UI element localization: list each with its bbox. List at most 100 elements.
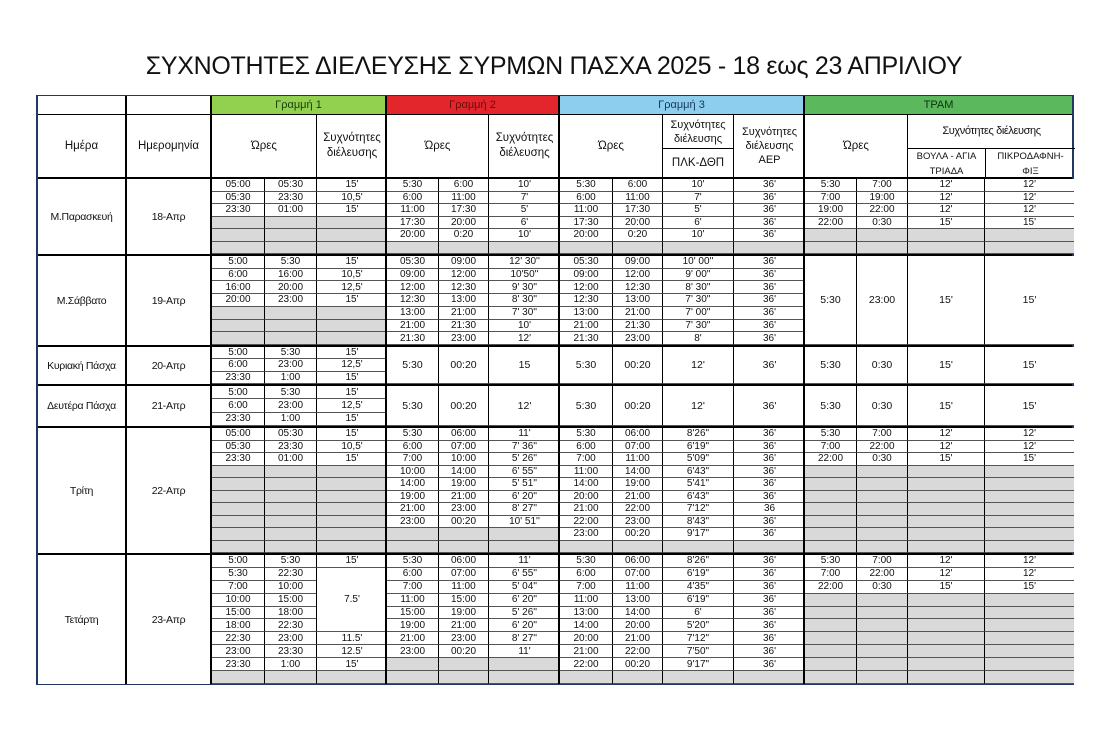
- frequency-cell: 15': [316, 555, 387, 568]
- start-time-cell: 5:30: [560, 386, 612, 426]
- frequency-cell: 10' 00'': [662, 256, 733, 269]
- start-time-cell: 5:00: [212, 386, 264, 400]
- start-time-cell: 22:00: [560, 515, 612, 528]
- day-cell: Δευτέρα Πάσχα: [47, 400, 116, 412]
- line1-section: 05:00 05:30 15' 05:30 23:30 10,5' 23:30 01:00 15…: [210, 179, 387, 254]
- start-time-cell: 7:00: [387, 453, 438, 466]
- frequency-cell: 15': [316, 256, 387, 269]
- day-cell: Μ.Παρασκευή: [50, 210, 113, 223]
- line2-section: 5:30 06:00 11' 6:00 07:00 6' 55'' 7:00 11:00 5' …: [385, 555, 560, 684]
- frequency-cell: 36': [733, 179, 805, 192]
- start-time-cell: 21:30: [560, 332, 612, 345]
- empty-cell: [316, 306, 387, 320]
- start-time-cell: 21:00: [387, 632, 438, 646]
- line2-section: 5:30 6:00 10' 6:00 11:00 7' 11:00 17:30 5' 17:30 2…: [385, 179, 560, 254]
- empty-cell: [856, 632, 907, 646]
- empty-cell: [387, 241, 438, 254]
- empty-cell: [856, 671, 907, 684]
- frequency-cell: 36': [733, 268, 805, 282]
- start-time-cell: 13:00: [560, 306, 612, 320]
- empty-cell: [662, 671, 733, 684]
- frequency-cell: 36': [733, 490, 805, 503]
- frequency-cell: 36': [733, 256, 805, 269]
- empty-cell: [212, 465, 264, 478]
- frequency-cell: 5' 51'': [488, 478, 560, 491]
- frequency-cell: 12,5': [316, 359, 387, 372]
- empty-cell: [264, 515, 316, 528]
- frequency-cell: 6'43": [662, 490, 733, 503]
- frequency-cell: 12': [907, 204, 984, 217]
- frequency-cell: 15': [907, 256, 984, 345]
- frequency-cell: 36': [733, 593, 805, 607]
- frequency-cell: 6' 20'': [488, 619, 560, 633]
- frequency-cell: 10': [662, 229, 733, 242]
- empty-cell: [212, 306, 264, 320]
- start-time-cell: 05:30: [387, 256, 438, 269]
- empty-cell: [856, 528, 907, 541]
- start-time-cell: 11:00: [387, 593, 438, 607]
- frequency-cell: 10': [488, 319, 560, 333]
- empty-cell: [316, 229, 387, 242]
- empty-cell: [316, 515, 387, 528]
- end-time-cell: 22:00: [856, 204, 907, 217]
- end-time-cell: 15:00: [264, 593, 316, 607]
- line3-section: 5:30 00:20 12' 36': [558, 386, 805, 426]
- frequency-cell: 15': [907, 216, 984, 229]
- frequency-cell: 9'17": [662, 658, 733, 672]
- start-time-cell: 14:00: [560, 478, 612, 491]
- frequency-cell: 10': [662, 179, 733, 192]
- start-time-cell: 21:00: [387, 503, 438, 516]
- frequency-cell: 12': [488, 386, 560, 426]
- end-time-cell: 20:00: [612, 216, 662, 229]
- frequency-cell: 36': [733, 319, 805, 333]
- end-time-cell: 06:00: [438, 555, 488, 568]
- tram-route1-header: ΒΟΥΛΑ - ΑΓΙΑ ΤΡΙΑΔΑ: [916, 151, 977, 177]
- empty-cell: [316, 241, 387, 254]
- empty-cell: [984, 632, 1074, 646]
- empty-cell: [907, 671, 984, 684]
- empty-cell: [984, 503, 1074, 516]
- empty-cell: [856, 515, 907, 528]
- end-time-cell: 5:30: [264, 347, 316, 360]
- empty-cell: [907, 503, 984, 516]
- start-time-cell: 6:00: [560, 440, 612, 453]
- end-time-cell: 00:20: [438, 347, 488, 384]
- frequency-cell: 15': [316, 386, 387, 400]
- end-time-cell: 06:00: [612, 428, 662, 441]
- start-time-cell: 5:30: [560, 555, 612, 568]
- start-time-cell: 20:00: [560, 490, 612, 503]
- empty-cell: [805, 490, 856, 503]
- frequency-cell: 6' 55'': [488, 465, 560, 478]
- frequency-cell: 10': [488, 179, 560, 192]
- start-time-cell: 7:00: [805, 191, 856, 204]
- day-cell: Κυριακή Πάσχα: [47, 359, 116, 372]
- end-time-cell: 15:00: [438, 593, 488, 607]
- frequency-cell: 5'09": [662, 453, 733, 466]
- frequency-cell: 12': [907, 567, 984, 581]
- frequency-cell: 5'41": [662, 478, 733, 491]
- frequency-cell: 11': [488, 645, 560, 659]
- empty-cell: [264, 671, 316, 684]
- line1-subheader: Ώρες Συχνότητες διέλευσης: [210, 115, 385, 177]
- start-time-cell: 14:00: [387, 478, 438, 491]
- frequency-cell: 7'12": [662, 503, 733, 516]
- frequency-cell: 15': [316, 179, 387, 192]
- frequency-cell: 12': [984, 428, 1074, 441]
- frequency-cell: 7' 00'': [662, 306, 733, 320]
- start-time-cell: 7:00: [560, 580, 612, 594]
- empty-cell: [488, 658, 560, 672]
- empty-cell: [907, 632, 984, 646]
- empty-cell: [984, 229, 1074, 242]
- frequency-cell: 8'26": [662, 428, 733, 441]
- start-time-cell: 7:00: [387, 580, 438, 594]
- empty-cell: [212, 528, 264, 541]
- empty-cell: [856, 465, 907, 478]
- frequency-cell: 15': [316, 453, 387, 466]
- frequency-cell: 12.5': [316, 645, 387, 659]
- frequency-cell: 10' 51'': [488, 515, 560, 528]
- empty-cell: [907, 658, 984, 672]
- start-time-cell: 5:30: [805, 428, 856, 441]
- start-time-cell: 11:00: [560, 465, 612, 478]
- empty-cell: [907, 540, 984, 553]
- start-time-cell: 6:00: [212, 359, 264, 372]
